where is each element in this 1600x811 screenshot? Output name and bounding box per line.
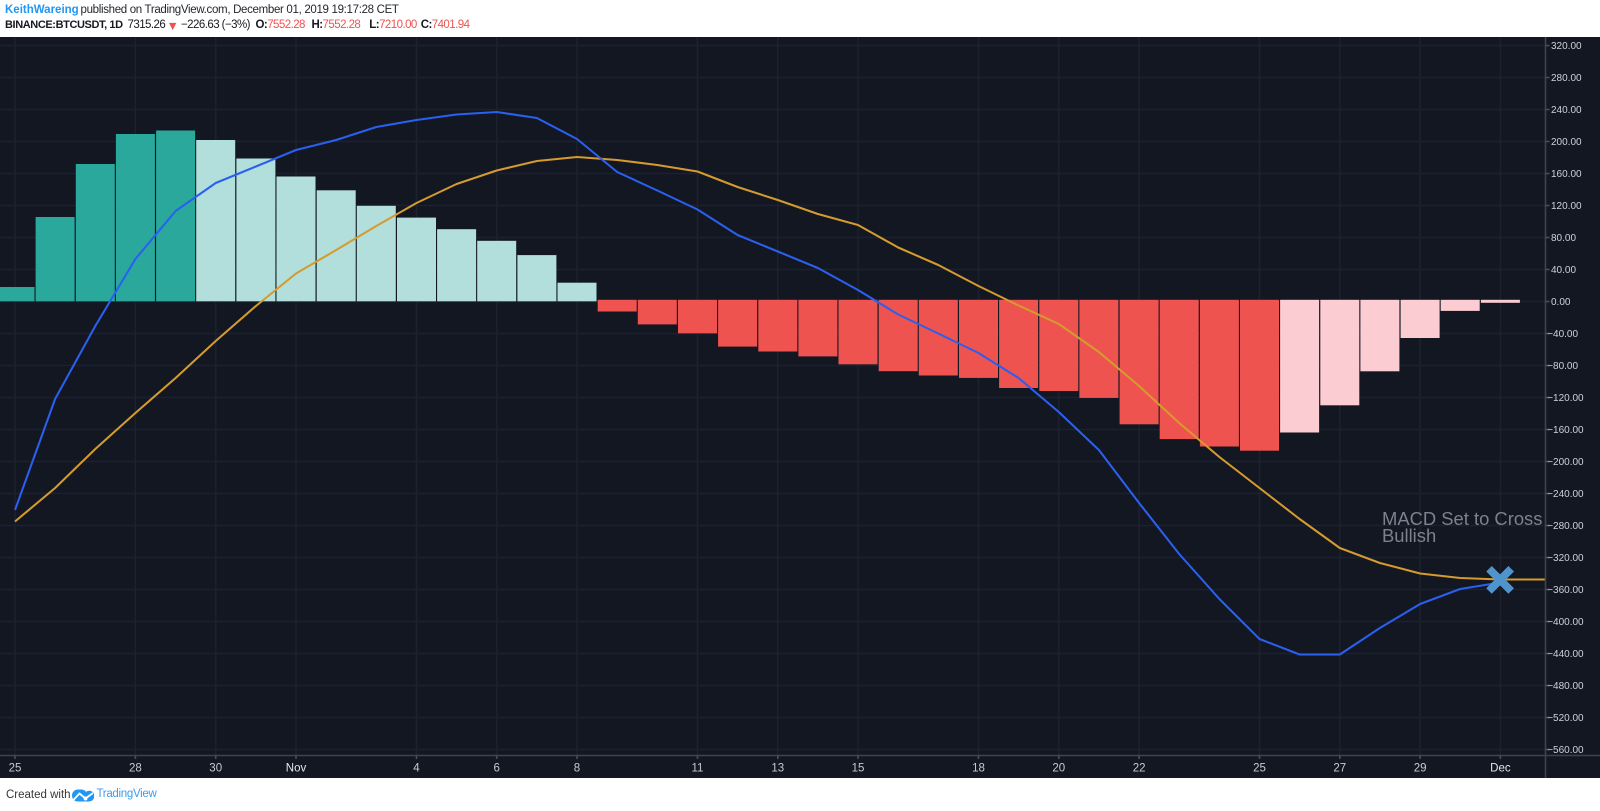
svg-text:20: 20 bbox=[1052, 763, 1065, 775]
svg-text:120.00: 120.00 bbox=[1551, 201, 1582, 212]
svg-text:28: 28 bbox=[129, 763, 142, 775]
svg-text:Bullish: Bullish bbox=[1382, 525, 1436, 546]
svg-text:6: 6 bbox=[493, 763, 499, 775]
svg-text:MACD Set to Cross: MACD Set to Cross bbox=[1382, 508, 1542, 529]
svg-text:27: 27 bbox=[1333, 763, 1346, 775]
svg-text:160.00: 160.00 bbox=[1551, 169, 1582, 180]
svg-text:25: 25 bbox=[9, 763, 22, 775]
svg-text:8: 8 bbox=[574, 763, 580, 775]
svg-text:−360.00: −360.00 bbox=[1547, 585, 1584, 596]
svg-text:4: 4 bbox=[413, 763, 420, 775]
svg-text:−280.00: −280.00 bbox=[1547, 521, 1584, 532]
svg-text:Nov: Nov bbox=[286, 763, 307, 775]
svg-text:29: 29 bbox=[1414, 763, 1427, 775]
svg-text:18: 18 bbox=[972, 763, 985, 775]
svg-text:−40.00: −40.00 bbox=[1547, 329, 1578, 340]
svg-text:−560.00: −560.00 bbox=[1547, 745, 1584, 756]
svg-text:−400.00: −400.00 bbox=[1547, 617, 1584, 628]
svg-text:22: 22 bbox=[1133, 763, 1146, 775]
svg-text:200.00: 200.00 bbox=[1551, 137, 1582, 148]
svg-text:15: 15 bbox=[852, 763, 865, 775]
svg-text:25: 25 bbox=[1253, 763, 1266, 775]
svg-text:13: 13 bbox=[771, 763, 784, 775]
svg-text:−200.00: −200.00 bbox=[1547, 457, 1584, 468]
svg-text:−240.00: −240.00 bbox=[1547, 489, 1584, 500]
svg-text:−480.00: −480.00 bbox=[1547, 681, 1584, 692]
svg-text:11: 11 bbox=[692, 763, 704, 775]
svg-text:−520.00: −520.00 bbox=[1547, 713, 1584, 724]
svg-text:−320.00: −320.00 bbox=[1547, 553, 1584, 564]
svg-text:30: 30 bbox=[209, 763, 222, 775]
svg-text:280.00: 280.00 bbox=[1551, 73, 1582, 84]
svg-text:−80.00: −80.00 bbox=[1547, 361, 1578, 372]
svg-text:Dec: Dec bbox=[1490, 763, 1511, 775]
svg-text:320.00: 320.00 bbox=[1551, 41, 1582, 52]
svg-text:0.00: 0.00 bbox=[1551, 297, 1571, 308]
svg-text:−440.00: −440.00 bbox=[1547, 649, 1584, 660]
svg-text:−160.00: −160.00 bbox=[1547, 425, 1584, 436]
svg-text:40.00: 40.00 bbox=[1551, 265, 1576, 276]
svg-text:80.00: 80.00 bbox=[1551, 233, 1576, 244]
svg-text:−120.00: −120.00 bbox=[1547, 393, 1584, 404]
svg-text:240.00: 240.00 bbox=[1551, 105, 1582, 116]
